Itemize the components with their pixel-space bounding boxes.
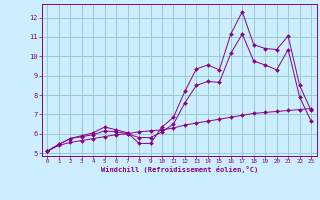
X-axis label: Windchill (Refroidissement éolien,°C): Windchill (Refroidissement éolien,°C) <box>100 166 258 173</box>
